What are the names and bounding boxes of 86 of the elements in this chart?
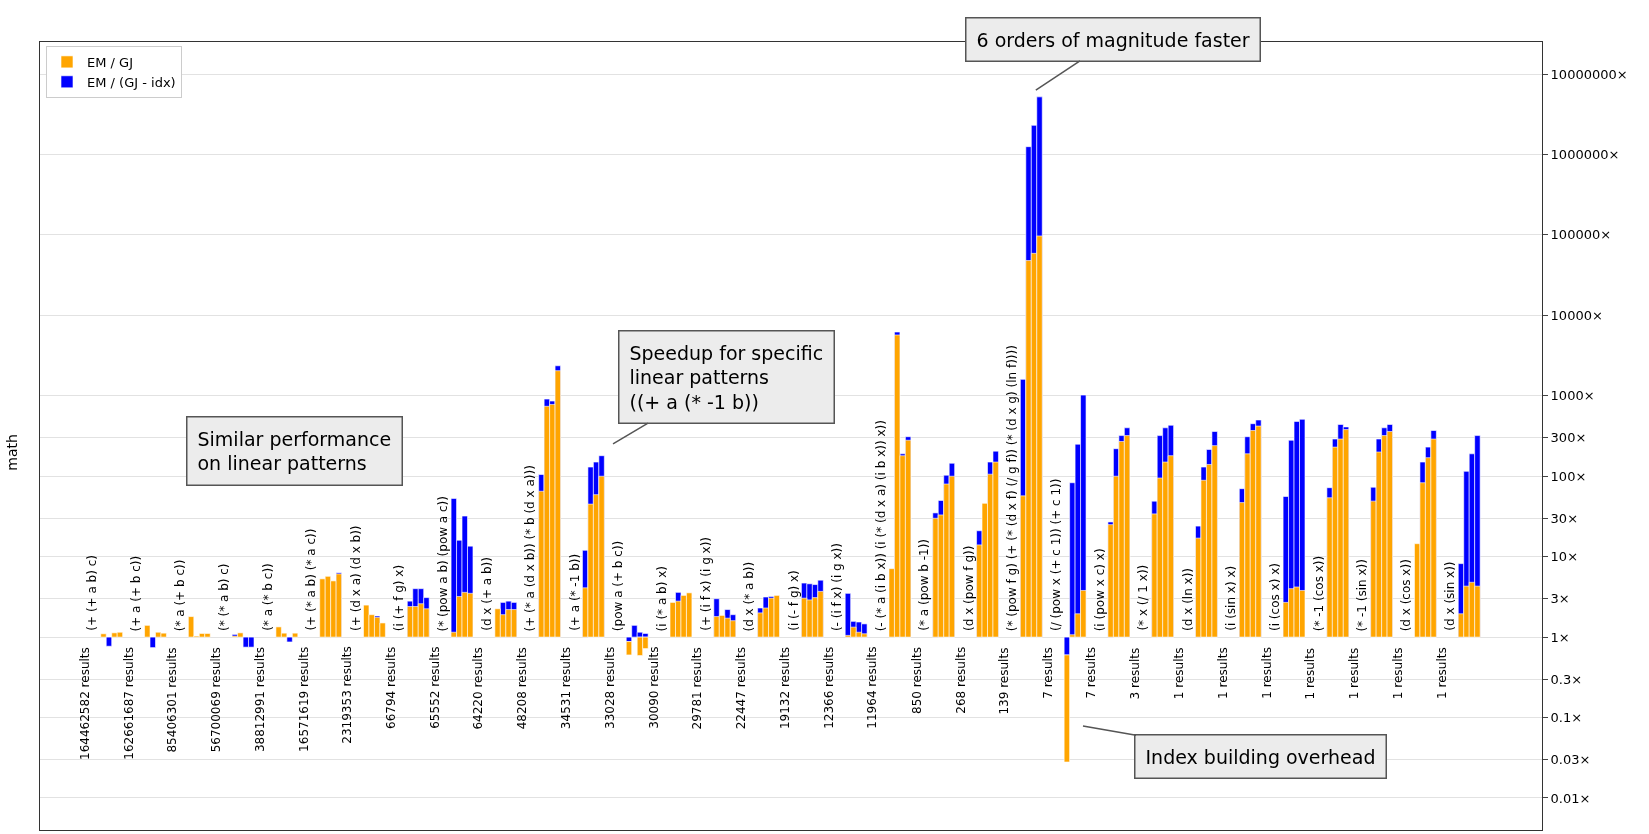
annotation: Similar performance on linear patterns [197, 427, 392, 475]
annotation: 12366 results [821, 646, 836, 729]
x-tick-label: (i (cos x) x) [1267, 563, 1282, 631]
y-tick-label: 300× [1550, 430, 1587, 446]
annotation: 66794 results [383, 646, 398, 729]
annotation: 1 results [1347, 647, 1362, 700]
annotation: 38812991 results [252, 647, 267, 753]
annotation: 29781 results [690, 647, 705, 730]
x-tick-label: (/ (pow x (+ c 1)) (+ c 1)) [1048, 478, 1063, 632]
y-tick-label: 3× [1550, 591, 1570, 607]
annotation: 139 results [997, 647, 1012, 715]
y-tick-label: 1000000× [1550, 147, 1620, 162]
x-tick-label: (+ a (* -1 b)) [567, 553, 582, 631]
annotation: Index building overhead [1145, 745, 1376, 768]
annotation: 268 results [953, 646, 968, 714]
annotation: 162661687 results [121, 647, 136, 760]
annotation: 64220 results [471, 647, 486, 730]
x-tick-label: (i (- f g) x) [786, 570, 801, 631]
x-tick-label: (d x (sin x)) [1443, 561, 1458, 631]
y-tick-label: 10× [1550, 549, 1579, 565]
y-tick-label: 1000× [1550, 388, 1595, 404]
annotation: 65552 results [427, 646, 442, 729]
x-tick-label: (+ a (+ b c)) [129, 555, 144, 632]
x-tick-label: (d x (* a b)) [742, 561, 757, 632]
annotation: 34531 results [558, 646, 573, 730]
y-tick-label: 1× [1550, 629, 1570, 645]
legend-label: EM / GJ [87, 54, 133, 70]
legend-label: EM / (GJ - idx) [87, 74, 176, 90]
y-tick-label: 10000× [1550, 307, 1603, 323]
y-tick-label: 0.1× [1550, 710, 1583, 726]
x-tick-label: (d x (+ a b)) [479, 557, 494, 631]
annotation: 2319353 results [340, 646, 355, 744]
x-tick-label: (d x (cos x)) [1399, 559, 1414, 632]
annotation: 30090 results [646, 646, 661, 729]
annotation: 164462582 results [77, 647, 92, 760]
x-tick-label: (- (i f x) (i g x)) [829, 543, 844, 632]
annotation: Speedup for specific linear patterns ((+ a (* -1 b)) [629, 341, 824, 413]
x-tick-label: (* a (+ b c)) [173, 559, 188, 632]
annotation: 22447 results [734, 647, 749, 730]
annotation: 11964 results [865, 646, 880, 729]
x-tick-label: (* (pow f g) (+ (* (d x f) (/ g f)) (* (d x g) (ln f)))) [1005, 345, 1020, 632]
annotation: 6 orders of magnitude faster [976, 28, 1250, 51]
annotation: 1 results [1303, 647, 1318, 700]
x-tick-label: (* -1 (cos x)) [1312, 555, 1327, 632]
x-tick-label: (* (* a b) c) [216, 563, 231, 632]
x-tick-label: (i (pow x c) x) [1093, 548, 1108, 632]
annotation: 16571619 results [296, 646, 311, 752]
x-tick-label: (i (+ f g) x) [391, 564, 406, 632]
x-tick-label: (* a (* b c)) [260, 563, 275, 631]
x-tick-label: (i (* a b) x) [655, 566, 670, 632]
x-tick-label: (+ (i f x) (i g x)) [698, 536, 713, 631]
x-tick-label: (* -1 (sin x)) [1355, 559, 1370, 632]
y-axis-title: math [4, 434, 21, 471]
x-tick-label: (* (pow a b) (pow a c)) [436, 496, 451, 632]
y-tick-label: 10000000× [1550, 66, 1628, 82]
x-tick-label: (* x (/ 1 x)) [1136, 564, 1151, 631]
annotation: 33028 results [602, 646, 617, 729]
annotation: 3 results [1128, 647, 1143, 700]
x-tick-label: (d x (ln x)) [1180, 567, 1195, 631]
y-tick-label: 0.03× [1550, 752, 1591, 768]
x-tick-label: (+ (+ a b) c) [85, 554, 100, 631]
x-tick-label: (+ (d x a) (d x b)) [348, 525, 363, 631]
annotation: 1 results [1434, 647, 1449, 699]
x-tick-label: (d x (pow f g)) [961, 545, 976, 631]
x-tick-label: (+ (* a b) (* a c)) [304, 528, 319, 631]
x-tick-label: (+ (* a (d x b)) (* b (d x a))) [523, 465, 538, 632]
y-tick-label: 0.01× [1550, 790, 1591, 806]
annotation: 7 results [1040, 647, 1055, 699]
y-tick-label: 0.3× [1550, 671, 1583, 687]
annotation: 1 results [1171, 647, 1186, 700]
annotation: 1 results [1215, 647, 1230, 699]
annotation: 7 results [1084, 646, 1099, 699]
annotation: 48208 results [515, 647, 530, 730]
annotation: 1 results [1259, 647, 1274, 699]
annotation: 850 results [909, 647, 924, 714]
x-tick-label: (i (sin x) x) [1224, 565, 1239, 631]
annotation: 19132 results [777, 646, 792, 730]
x-tick-label: (- (* a (i b x)) (i (* (d x a) (i b x)) x)) [874, 420, 889, 632]
y-tick-label: 100000× [1550, 227, 1612, 243]
x-tick-label: (* a (pow b -1)) [917, 538, 932, 631]
y-tick-label: 100× [1550, 468, 1587, 484]
annotation: 56700069 results [209, 647, 224, 753]
y-tick-label: 30× [1550, 510, 1579, 526]
annotation: 85406301 results [165, 647, 180, 753]
annotation: 1 results [1390, 647, 1405, 700]
x-tick-label: (pow a (+ b c)) [610, 540, 625, 632]
